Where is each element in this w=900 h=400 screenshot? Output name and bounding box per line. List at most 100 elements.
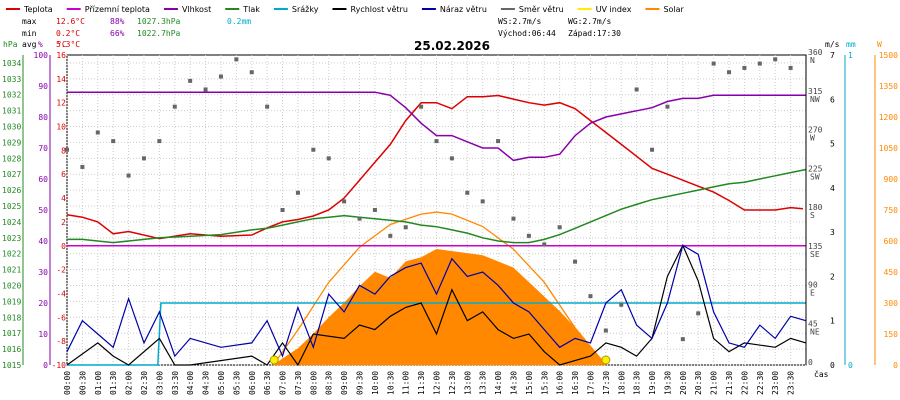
direction-point xyxy=(773,57,778,62)
direction-tick-label: 90 xyxy=(808,281,818,290)
legend-label: Rychlost větru xyxy=(350,5,407,14)
stat-ws: WS:2.7m/s xyxy=(498,17,542,26)
temp-tick-label: 10 xyxy=(56,123,66,132)
x-tick-label: 06:00 xyxy=(248,371,257,395)
stat-max-rain: 0.2mm xyxy=(227,17,251,26)
pressure-tick-label: 1027 xyxy=(2,170,21,179)
direction-tick-label: 360 xyxy=(808,48,823,57)
direction-point xyxy=(218,74,223,79)
x-tick-label: 00:30 xyxy=(78,371,87,395)
direction-tick-label: 180 xyxy=(808,203,823,212)
x-tick-label: 07:00 xyxy=(279,371,288,395)
solar-tick-label: 1350 xyxy=(879,82,898,91)
humidity-tick-label: 60 xyxy=(38,175,48,184)
x-tick-label: 23:30 xyxy=(787,371,796,395)
pressure-tick-label: 1034 xyxy=(2,59,21,68)
direction-compass-label: SE xyxy=(810,250,820,259)
direction-point xyxy=(434,139,439,144)
stat-min-press: 1022.7hPa xyxy=(137,29,181,38)
solar-tick-label: 150 xyxy=(884,330,899,339)
x-tick-label: 14:00 xyxy=(494,371,503,395)
x-tick-label: 19:30 xyxy=(663,371,672,395)
series-line-rychlost-větru xyxy=(66,243,807,367)
unit-time: čas xyxy=(814,369,829,379)
direction-point xyxy=(141,156,146,161)
legend-label: UV index xyxy=(596,5,632,14)
unit-hpa: hPa xyxy=(3,40,18,49)
wind-tick-label: 7 xyxy=(830,51,835,60)
direction-compass-label: SW xyxy=(810,172,820,181)
direction-point xyxy=(388,233,393,238)
x-tick-label: 06:30 xyxy=(263,371,272,395)
legend-label: Teplota xyxy=(23,5,53,14)
x-tick-label: 12:00 xyxy=(433,371,442,395)
solar-tick-label: 300 xyxy=(884,299,899,308)
temp-tick-label: 16 xyxy=(56,51,66,60)
temp-tick-label: -6 xyxy=(56,313,66,322)
stats-block: max 12.6°C 88% 1027.3hPa 0.2mm min 0.2°C… xyxy=(22,17,621,49)
solar-tick-label: 1200 xyxy=(879,113,898,122)
x-tick-label: 09:00 xyxy=(340,371,349,395)
pressure-tick-label: 1025 xyxy=(2,202,21,211)
humidity-tick-label: 30 xyxy=(38,268,48,277)
temp-tick-label: 8 xyxy=(61,146,66,155)
direction-point xyxy=(588,294,593,299)
x-tick-label: 02:00 xyxy=(125,371,134,395)
direction-compass-label: E xyxy=(810,289,815,298)
stat-min-label: min xyxy=(22,29,37,38)
temp-tick-label: 0 xyxy=(61,242,66,251)
unit-ms: m/s xyxy=(825,40,840,49)
legend-label: Srážky xyxy=(292,5,319,14)
temp-tick-label: 12 xyxy=(56,99,66,108)
x-tick-label: 03:30 xyxy=(171,371,180,395)
x-tick-label: 19:00 xyxy=(648,371,657,395)
direction-point xyxy=(95,130,100,135)
pressure-tick-label: 1018 xyxy=(2,313,21,322)
direction-point xyxy=(372,208,377,212)
direction-point xyxy=(650,147,655,152)
solar-tick-label: 450 xyxy=(884,268,899,277)
x-tick-label: 01:30 xyxy=(109,371,118,395)
series-line-náraz-větru xyxy=(66,244,807,358)
humidity-tick-label: 100 xyxy=(34,51,49,60)
legend-label: Tlak xyxy=(242,5,260,14)
temp-tick-label: 2 xyxy=(61,218,66,227)
direction-tick-label: 270 xyxy=(808,126,823,135)
solar-tick-label: 900 xyxy=(884,175,899,184)
wind-tick-label: 3 xyxy=(830,228,835,237)
pressure-tick-label: 1021 xyxy=(2,266,21,275)
x-tick-label: 12:30 xyxy=(448,371,457,395)
direction-point xyxy=(203,87,208,92)
x-tick-label: 05:30 xyxy=(232,371,241,395)
x-tick-label: 16:30 xyxy=(571,371,580,395)
x-tick-label: 22:30 xyxy=(756,371,765,395)
solar-tick-label: 0 xyxy=(893,361,898,370)
wind-tick-label: 0 xyxy=(830,361,835,370)
humidity-tick-label: 90 xyxy=(38,82,48,91)
series-line-teplota xyxy=(66,94,803,240)
humidity-tick-label: 70 xyxy=(38,144,48,153)
x-tick-label: 16:00 xyxy=(556,371,565,395)
direction-point xyxy=(526,233,531,238)
pressure-tick-label: 1028 xyxy=(2,154,21,163)
direction-point xyxy=(126,173,131,178)
pressure-tick-label: 1029 xyxy=(2,138,21,147)
stat-sunrise: Východ:06:44 xyxy=(498,29,556,38)
wind-direction-points xyxy=(65,57,793,365)
direction-point xyxy=(280,208,285,212)
pressure-tick-label: 1019 xyxy=(2,297,21,306)
solar-max-line xyxy=(272,211,607,366)
direction-point xyxy=(727,70,732,75)
direction-point xyxy=(403,225,408,230)
stat-avg-label: avg xyxy=(22,40,37,49)
direction-point xyxy=(65,147,69,152)
x-tick-label: 23:00 xyxy=(771,371,780,395)
temp-tick-label: 4 xyxy=(61,194,66,203)
legend-label: Přízemní teplota xyxy=(85,5,150,14)
temp-tick-label: -4 xyxy=(56,289,66,298)
pressure-tick-label: 1015 xyxy=(2,361,21,370)
pressure-tick-label: 1030 xyxy=(2,123,21,132)
pressure-tick-label: 1022 xyxy=(2,250,21,259)
stat-max-hum: 88% xyxy=(110,17,125,26)
